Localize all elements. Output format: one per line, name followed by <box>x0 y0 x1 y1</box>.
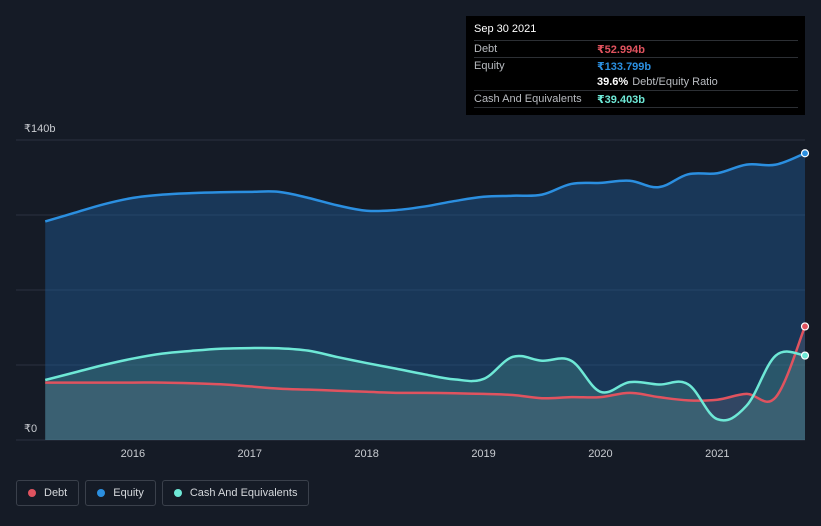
legend-debt-label: Debt <box>44 487 68 499</box>
tooltip-debt-label: Debt <box>474 43 498 55</box>
x-tick-label: 2020 <box>588 448 612 460</box>
legend-item-equity[interactable]: Equity <box>85 480 156 506</box>
cash-dot-icon <box>173 489 182 497</box>
tooltip-panel: Sep 30 2021 Debt ₹52.994b Equity ₹133.79… <box>466 16 805 115</box>
x-tick-label: 2018 <box>354 448 378 460</box>
series-end-markers <box>800 149 810 360</box>
debt-dot-icon <box>28 489 36 497</box>
tooltip-cash-value: ₹39.403b <box>597 93 646 106</box>
equity-area <box>45 153 806 441</box>
legend-equity-label: Equity <box>113 487 144 499</box>
tooltip-debt-value: ₹52.994b <box>597 43 646 56</box>
gridlines <box>16 139 805 441</box>
tooltip-ratio-label: Debt/Equity Ratio <box>632 76 718 88</box>
equity-end-marker <box>800 149 810 158</box>
tooltip-equity-row: Equity ₹133.799b <box>474 57 798 74</box>
equity-dot-icon <box>97 489 106 497</box>
legend-item-cash[interactable]: Cash And Equivalents <box>161 480 310 506</box>
tooltip-equity-label: Equity <box>474 60 505 72</box>
y-tick-label: ₹140b <box>24 123 55 135</box>
x-tick-label: 2019 <box>471 448 495 460</box>
tooltip-cash-row: Cash And Equivalents ₹39.403b <box>474 90 798 108</box>
y-tick-label: ₹0 <box>24 423 37 435</box>
x-tick-label: 2021 <box>705 448 729 460</box>
x-tick-label: 2016 <box>121 448 145 460</box>
equity-line <box>44 152 806 223</box>
tooltip-debt-row: Debt ₹52.994b <box>474 40 798 57</box>
tooltip-cash-label: Cash And Equivalents <box>474 93 582 105</box>
debt-end-marker <box>800 322 810 331</box>
legend-item-debt[interactable]: Debt <box>16 480 80 506</box>
series-areas <box>45 153 806 441</box>
tooltip-ratio-row: 39.6% Debt/Equity Ratio <box>474 74 798 90</box>
tooltip-equity-value: ₹133.799b <box>597 60 652 73</box>
series-lines <box>44 152 807 422</box>
legend: Debt Equity Cash And Equivalents <box>16 480 310 506</box>
axis-labels: 2016 2017 2018 2019 2020 2021 ₹0 ₹140b <box>24 123 730 460</box>
tooltip-ratio-value: 39.6% <box>597 76 629 88</box>
tooltip-date: Sep 30 2021 <box>474 23 537 35</box>
cash-and-equivalents-line <box>44 346 806 422</box>
debt-line <box>45 325 807 403</box>
x-tick-label: 2017 <box>238 448 262 460</box>
debt-area <box>45 326 806 440</box>
cash-and-equivalents-end-marker <box>800 351 810 360</box>
legend-cash-label: Cash And Equivalents <box>189 487 298 499</box>
